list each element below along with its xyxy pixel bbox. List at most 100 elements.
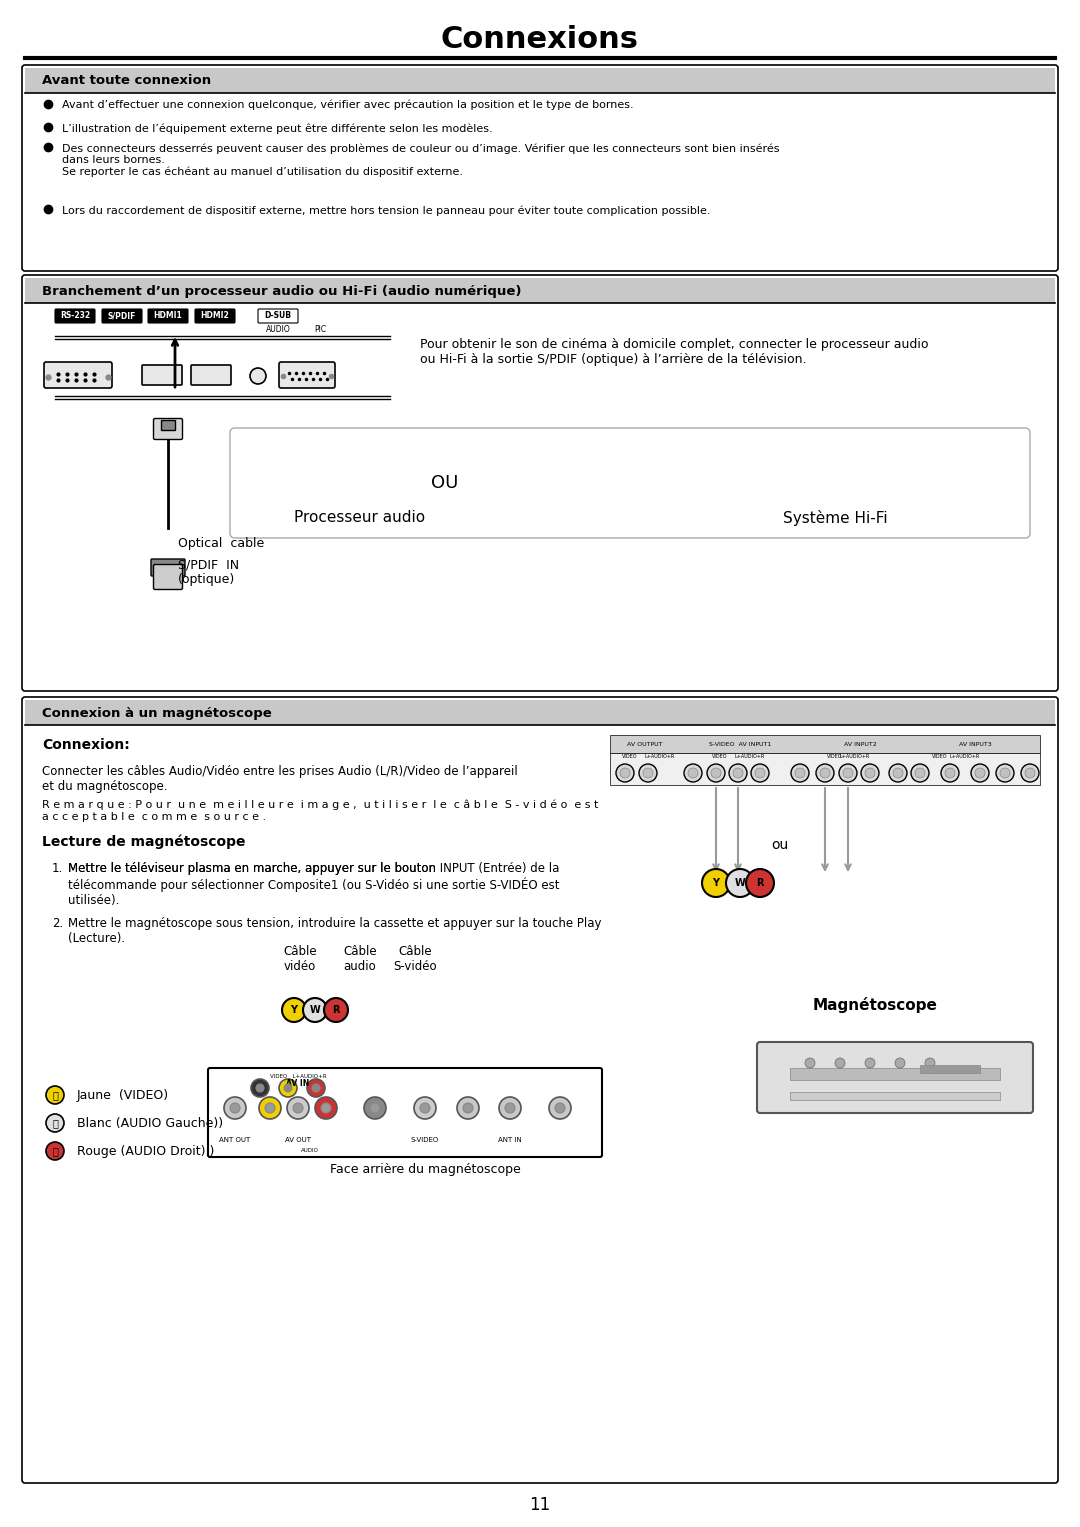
Text: ⓧ: ⓧ <box>52 1145 58 1156</box>
FancyBboxPatch shape <box>141 365 183 385</box>
Text: ⓨ: ⓨ <box>52 1090 58 1099</box>
Circle shape <box>816 764 834 782</box>
Circle shape <box>729 764 747 782</box>
Circle shape <box>755 768 765 777</box>
Text: Mettre le magnétoscope sous tension, introduire la cassette et appuyer sur la to: Mettre le magnétoscope sous tension, int… <box>68 918 602 945</box>
Circle shape <box>324 999 348 1022</box>
Circle shape <box>505 1102 515 1113</box>
Text: S-VIDEO: S-VIDEO <box>410 1138 440 1144</box>
Circle shape <box>457 1096 480 1119</box>
Circle shape <box>282 999 306 1022</box>
Circle shape <box>46 1086 64 1104</box>
Circle shape <box>251 1080 269 1096</box>
Bar <box>25 278 1055 302</box>
Circle shape <box>315 1096 337 1119</box>
Text: Blanc (AUDIO Gauche)): Blanc (AUDIO Gauche)) <box>77 1116 224 1130</box>
Circle shape <box>265 1102 275 1113</box>
Bar <box>920 1064 980 1073</box>
Text: ou: ou <box>771 838 788 852</box>
Circle shape <box>861 764 879 782</box>
Text: AV OUT: AV OUT <box>285 1138 311 1144</box>
Bar <box>610 753 1040 785</box>
Text: Y: Y <box>291 1005 297 1015</box>
Circle shape <box>279 1080 297 1096</box>
Text: S/PDIF  IN
(optique): S/PDIF IN (optique) <box>178 557 239 586</box>
Circle shape <box>865 768 875 777</box>
Circle shape <box>795 768 805 777</box>
Circle shape <box>751 764 769 782</box>
FancyBboxPatch shape <box>279 362 335 388</box>
Text: R e m a r q u e : P o u r  u n e  m e i l l e u r e  i m a g e ,  u t i l i s e : R e m a r q u e : P o u r u n e m e i l … <box>42 800 598 822</box>
Text: D-SUB: D-SUB <box>265 312 292 321</box>
Text: R: R <box>333 1005 340 1015</box>
Text: VIDEO   L+AUDIO+R: VIDEO L+AUDIO+R <box>270 1073 326 1078</box>
Bar <box>161 420 175 431</box>
Text: Lors du raccordement de dispositif externe, mettre hors tension le panneau pour : Lors du raccordement de dispositif exter… <box>62 205 711 215</box>
Bar <box>25 69 1055 93</box>
FancyBboxPatch shape <box>44 362 112 388</box>
Circle shape <box>639 764 657 782</box>
Circle shape <box>895 1058 905 1067</box>
FancyBboxPatch shape <box>195 308 235 324</box>
Text: L’illustration de l’équipement externe peut être différente selon les modèles.: L’illustration de l’équipement externe p… <box>62 124 492 133</box>
FancyBboxPatch shape <box>22 275 1058 692</box>
Circle shape <box>820 768 831 777</box>
Circle shape <box>284 1084 292 1092</box>
Text: L+AUDIO+R: L+AUDIO+R <box>950 753 981 759</box>
Text: W: W <box>310 1005 321 1015</box>
Circle shape <box>971 764 989 782</box>
Circle shape <box>1021 764 1039 782</box>
Circle shape <box>893 768 903 777</box>
Circle shape <box>975 768 985 777</box>
Circle shape <box>256 1084 264 1092</box>
Text: Connexions: Connexions <box>441 26 639 55</box>
Text: L+AUDIO+R: L+AUDIO+R <box>840 753 870 759</box>
Circle shape <box>791 764 809 782</box>
Circle shape <box>549 1096 571 1119</box>
Text: Câble
audio: Câble audio <box>343 945 377 973</box>
Circle shape <box>293 1102 303 1113</box>
Circle shape <box>420 1102 430 1113</box>
Circle shape <box>46 1115 64 1132</box>
Circle shape <box>307 1080 325 1096</box>
Text: Face arrière du magnétoscope: Face arrière du magnétoscope <box>329 1164 521 1176</box>
Text: ANT IN: ANT IN <box>498 1138 522 1144</box>
Text: L+AUDIO+R: L+AUDIO+R <box>645 753 675 759</box>
Circle shape <box>643 768 653 777</box>
Circle shape <box>303 999 327 1022</box>
Circle shape <box>364 1096 386 1119</box>
Circle shape <box>46 1142 64 1161</box>
Circle shape <box>865 1058 875 1067</box>
Text: 2.: 2. <box>52 918 64 930</box>
Circle shape <box>224 1096 246 1119</box>
Text: Câble
S-vidéo: Câble S-vidéo <box>393 945 436 973</box>
Circle shape <box>249 368 266 383</box>
Text: Magnétoscope: Magnétoscope <box>812 997 937 1012</box>
FancyBboxPatch shape <box>153 418 183 440</box>
FancyBboxPatch shape <box>208 1067 602 1157</box>
Circle shape <box>945 768 955 777</box>
Text: 11: 11 <box>529 1496 551 1513</box>
Text: AV IN: AV IN <box>286 1080 310 1089</box>
FancyBboxPatch shape <box>148 308 188 324</box>
Text: Connexion à un magnétoscope: Connexion à un magnétoscope <box>42 707 272 719</box>
Text: S/PDIF: S/PDIF <box>108 312 136 321</box>
FancyBboxPatch shape <box>230 428 1030 538</box>
Circle shape <box>370 1102 380 1113</box>
Text: VIDEO: VIDEO <box>712 753 728 759</box>
Text: Connecter les câbles Audio/Vidéo entre les prises Audio (L/R)/Video de l’apparei: Connecter les câbles Audio/Vidéo entre l… <box>42 765 517 793</box>
FancyBboxPatch shape <box>22 696 1058 1483</box>
Circle shape <box>1025 768 1035 777</box>
Text: L+AUDIO+R: L+AUDIO+R <box>734 753 765 759</box>
Text: Mettre le téléviseur plasma en marche, appuyer sur le bouton: Mettre le téléviseur plasma en marche, a… <box>68 863 440 875</box>
Bar <box>789 1067 1000 1080</box>
Circle shape <box>1000 768 1010 777</box>
Text: VIDEO: VIDEO <box>827 753 842 759</box>
FancyBboxPatch shape <box>757 1041 1032 1113</box>
FancyBboxPatch shape <box>55 308 95 324</box>
Text: OU: OU <box>431 473 459 492</box>
Circle shape <box>555 1102 565 1113</box>
Text: HDMI1: HDMI1 <box>153 312 183 321</box>
Text: VIDEO: VIDEO <box>932 753 948 759</box>
Text: Y: Y <box>713 878 719 889</box>
